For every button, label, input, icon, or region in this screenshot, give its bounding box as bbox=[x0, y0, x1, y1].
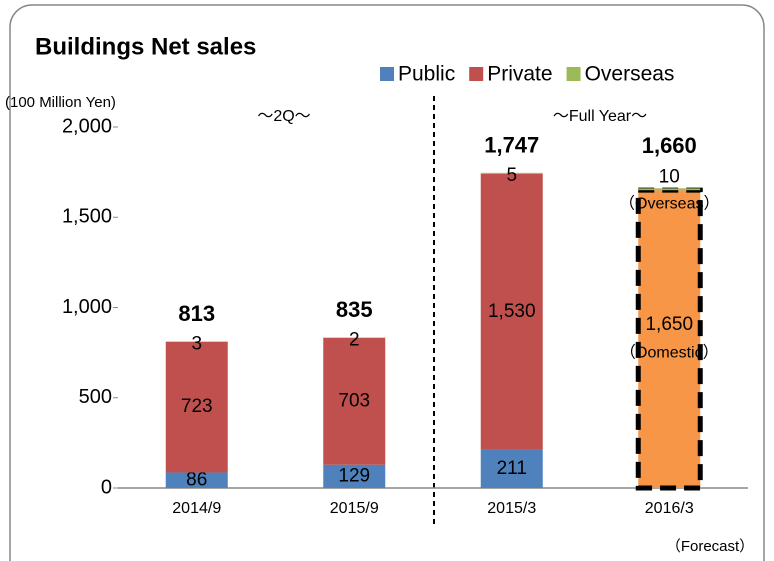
bar-segment bbox=[165, 341, 228, 342]
data-label: 2 bbox=[349, 329, 360, 350]
bar-segment bbox=[323, 337, 386, 465]
bar-segment bbox=[480, 172, 543, 174]
segment-label: （Domestic） bbox=[620, 343, 719, 361]
x-tick-label: 2015/9 bbox=[330, 500, 379, 517]
total-label: 813 bbox=[178, 301, 215, 326]
data-label: 86 bbox=[186, 469, 207, 490]
forecast-note: （Forecast） bbox=[666, 538, 754, 555]
total-label: 1,747 bbox=[484, 132, 539, 157]
y-tick-label: 2,000 bbox=[62, 115, 112, 137]
bar-segment bbox=[323, 464, 386, 488]
bar-segment bbox=[638, 188, 701, 191]
y-tick-label: 500 bbox=[79, 386, 112, 408]
data-label: 1,650 bbox=[645, 314, 693, 335]
data-label: 129 bbox=[338, 465, 370, 486]
data-label: 703 bbox=[338, 390, 370, 411]
bar-segment bbox=[165, 472, 228, 488]
bar-segment bbox=[480, 449, 543, 488]
y-tick-label: 1,000 bbox=[62, 296, 112, 318]
segment-label: （Overseas） bbox=[619, 195, 719, 213]
y-axis-label: (100 Million Yen) bbox=[5, 94, 116, 111]
legend-swatch bbox=[566, 67, 581, 81]
legend-label: Public bbox=[398, 63, 455, 86]
legend-swatch bbox=[469, 67, 484, 81]
annotation: ～Full Year～ bbox=[553, 108, 647, 125]
bar-segment bbox=[165, 341, 228, 473]
bar-segment bbox=[480, 173, 543, 450]
frame bbox=[9, 4, 765, 561]
y-tick-label: 0 bbox=[101, 476, 112, 498]
x-tick-label: 2014/9 bbox=[172, 500, 221, 517]
data-label: 1,530 bbox=[488, 301, 536, 322]
annotation: ～2Q～ bbox=[257, 108, 310, 125]
data-label: 723 bbox=[181, 396, 213, 417]
legend-swatch bbox=[380, 67, 394, 81]
chart-title: Buildings Net sales bbox=[35, 33, 256, 60]
total-label: 1,660 bbox=[642, 133, 697, 158]
data-label: 3 bbox=[191, 333, 202, 354]
x-tick-label: 2015/3 bbox=[487, 500, 536, 517]
legend-label: Private bbox=[487, 63, 552, 86]
legend-label: Overseas bbox=[585, 63, 675, 86]
x-tick-label: 2016/3 bbox=[645, 500, 694, 517]
total-label: 835 bbox=[336, 297, 373, 322]
data-label: 5 bbox=[506, 165, 517, 186]
y-tick-label: 1,500 bbox=[62, 206, 112, 228]
forecast-bar bbox=[635, 187, 703, 491]
data-label: 10 bbox=[659, 166, 680, 187]
data-label: 211 bbox=[497, 458, 527, 479]
